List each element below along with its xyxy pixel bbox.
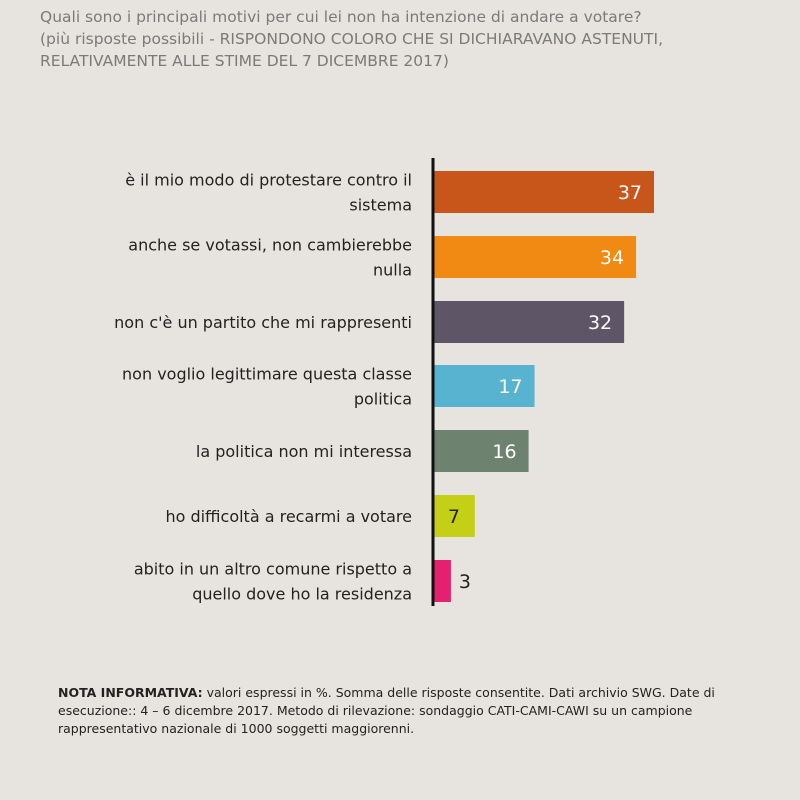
bar	[433, 365, 535, 407]
value-label: 3	[459, 571, 471, 593]
title-line-3: RELATIVAMENTE ALLE STIME DEL 7 DICEMBRE …	[40, 52, 449, 70]
category-label: ho difficoltà a recarmi a votare	[165, 507, 412, 526]
chart-title: Quali sono i principali motivi per cui l…	[40, 6, 780, 72]
value-label: 17	[498, 376, 522, 398]
category-label: la politica non mi interessa	[196, 442, 412, 461]
bar	[433, 495, 475, 537]
value-label: 32	[588, 312, 612, 334]
category-label: non c'è un partito che mi rappresenti	[114, 313, 412, 332]
category-label: anche se votassi, non cambierebbe nulla	[128, 236, 412, 280]
footnote-label: NOTA INFORMATIVA:	[58, 685, 203, 700]
value-label: 37	[618, 182, 642, 204]
title-line-1: Quali sono i principali motivi per cui l…	[40, 8, 642, 26]
category-label: è il mio modo di protestare contro il sis…	[125, 171, 412, 215]
value-label: 16	[492, 441, 516, 463]
footnote: NOTA INFORMATIVA: valori espressi in %. …	[58, 684, 773, 738]
category-label: non voglio legittimare questa classe poli…	[122, 365, 412, 409]
bar	[433, 236, 637, 278]
title-line-2: (più risposte possibili - RISPONDONO COL…	[40, 30, 663, 48]
bar	[433, 171, 654, 213]
value-label: 34	[600, 247, 624, 269]
bar	[433, 301, 625, 343]
bar	[433, 430, 529, 472]
footnote-text: valori espressi in %. Somma delle rispos…	[58, 685, 715, 736]
category-label: abito in un altro comune rispetto a quell…	[134, 560, 412, 604]
bar	[433, 560, 451, 602]
bar-chart: 37è il mio modo di protestare contro il s…	[114, 158, 654, 606]
value-label: 7	[448, 506, 460, 528]
